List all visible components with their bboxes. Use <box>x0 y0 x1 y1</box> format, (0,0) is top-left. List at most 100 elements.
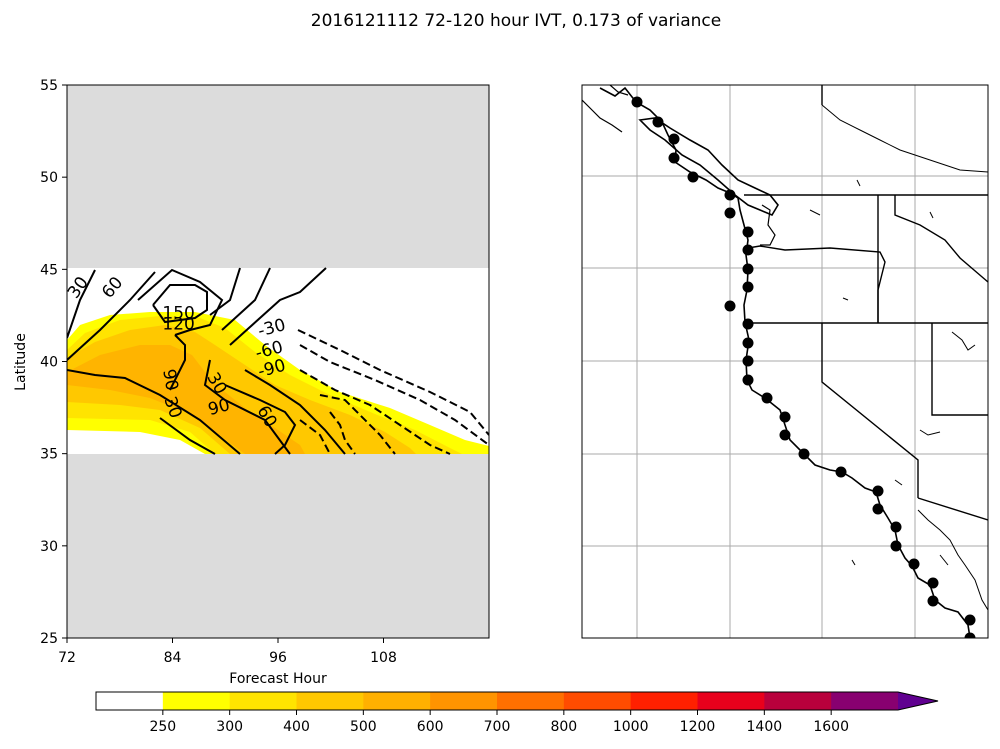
state-borders <box>744 85 988 521</box>
colorbar-segment <box>229 692 297 710</box>
colorbar: 250 300 400 500 600 700 800 1000 1200 1400 1600 <box>95 691 939 735</box>
station-marker <box>742 244 754 256</box>
x-axis: 72 84 96 108 <box>58 638 397 666</box>
station-markers <box>631 96 976 638</box>
station-marker <box>742 263 754 275</box>
x-tick-label: 84 <box>164 650 182 666</box>
contour-30-outer <box>67 269 96 339</box>
station-marker <box>742 318 754 330</box>
station-marker <box>779 411 791 423</box>
x-tick-label: 96 <box>269 650 287 666</box>
y-tick-label: 35 <box>40 447 58 463</box>
colorbar-tick-label: 1400 <box>747 719 783 735</box>
station-marker <box>742 374 754 386</box>
line-contours <box>67 267 346 455</box>
station-marker <box>631 96 643 108</box>
figure-title: 2016121112 72-120 hour IVT, 0.173 of var… <box>311 11 721 31</box>
map-gridlines <box>582 85 988 638</box>
contour-90-inner <box>203 359 291 455</box>
contour-60-low <box>224 384 297 455</box>
contour-30-inner <box>229 267 327 346</box>
colorbar-tick-label: 400 <box>283 719 310 735</box>
colorbar-tick-label: 700 <box>484 719 511 735</box>
station-marker <box>835 466 847 478</box>
y-axis-label: Latitude <box>13 333 29 391</box>
station-marker <box>742 281 754 293</box>
contour-neg90 <box>299 369 451 455</box>
contour-30-mid <box>209 267 241 316</box>
colorbar-segment <box>831 692 899 710</box>
station-marker <box>890 540 902 552</box>
map-frame <box>581 84 989 639</box>
y-tick-label: 50 <box>40 170 58 186</box>
colorbar-tick-label: 600 <box>417 719 444 735</box>
station-marker <box>668 133 680 145</box>
station-marker <box>724 300 736 312</box>
contour-neg30 <box>297 329 489 436</box>
contour-neg120 <box>319 394 396 455</box>
contour-90-a <box>169 334 186 391</box>
colorbar-tick-label: 1600 <box>813 719 849 735</box>
colorbar-segment <box>363 692 431 710</box>
station-marker <box>742 337 754 349</box>
contour-30-low <box>244 369 346 455</box>
y-tick-label: 40 <box>40 355 58 371</box>
station-marker <box>779 429 791 441</box>
contour-120 <box>137 268 224 336</box>
colorbar-segment <box>497 692 565 710</box>
colorbar-tick-label: 300 <box>216 719 243 735</box>
y-tick-label: 55 <box>40 78 58 94</box>
contour-60-outer <box>67 271 156 361</box>
colorbar-segment <box>697 692 765 710</box>
station-marker <box>687 171 699 183</box>
station-marker <box>964 632 976 638</box>
x-tick-label: 72 <box>58 650 76 666</box>
colorbar-tick-label: 800 <box>550 719 577 735</box>
vancouver-island <box>638 117 779 217</box>
station-marker <box>964 614 976 626</box>
colorbar-tick-label: 1000 <box>613 719 649 735</box>
colorbar-tick-label: 1200 <box>680 719 716 735</box>
missing-region-south <box>67 454 489 638</box>
colorbar-segment <box>296 692 364 710</box>
station-marker <box>927 577 939 589</box>
station-marker <box>724 207 736 219</box>
missing-region-north <box>67 85 489 268</box>
station-marker <box>742 355 754 367</box>
colorbar-segment <box>630 692 698 710</box>
contour-label: 90 <box>158 368 181 393</box>
colorbar-segment <box>96 692 164 710</box>
x-tick-label: 108 <box>370 650 397 666</box>
y-tick-label: 30 <box>40 539 58 555</box>
contour-label: 150 <box>162 304 194 324</box>
puget-inlets <box>582 85 776 246</box>
colorbar-tick-label: 250 <box>149 719 176 735</box>
colorbar-segment <box>430 692 498 710</box>
station-marker <box>652 116 664 128</box>
station-marker <box>798 448 810 460</box>
station-marker <box>668 152 680 164</box>
station-marker <box>724 189 736 201</box>
y-tick-label: 45 <box>40 262 58 278</box>
station-marker <box>908 558 920 570</box>
colorbar-segment <box>563 692 632 710</box>
contour-150 <box>152 284 208 324</box>
y-tick-label: 25 <box>40 631 58 647</box>
inland-features <box>809 104 988 611</box>
colorbar-segment <box>764 692 832 710</box>
station-marker <box>927 595 939 607</box>
contour-90-b <box>67 369 241 455</box>
station-marker <box>742 226 754 238</box>
contour-neg150 <box>329 411 356 455</box>
map-panel <box>581 84 989 639</box>
ivt-fill-500 <box>67 345 305 454</box>
contour-label: 120 <box>162 315 194 335</box>
station-marker <box>872 485 884 497</box>
colorbar-segment <box>162 692 231 710</box>
colorbar-extend-arrow <box>898 692 938 710</box>
contour-60-inner <box>159 417 216 455</box>
negative-contours <box>297 329 489 455</box>
contour-60-mid <box>221 267 271 331</box>
